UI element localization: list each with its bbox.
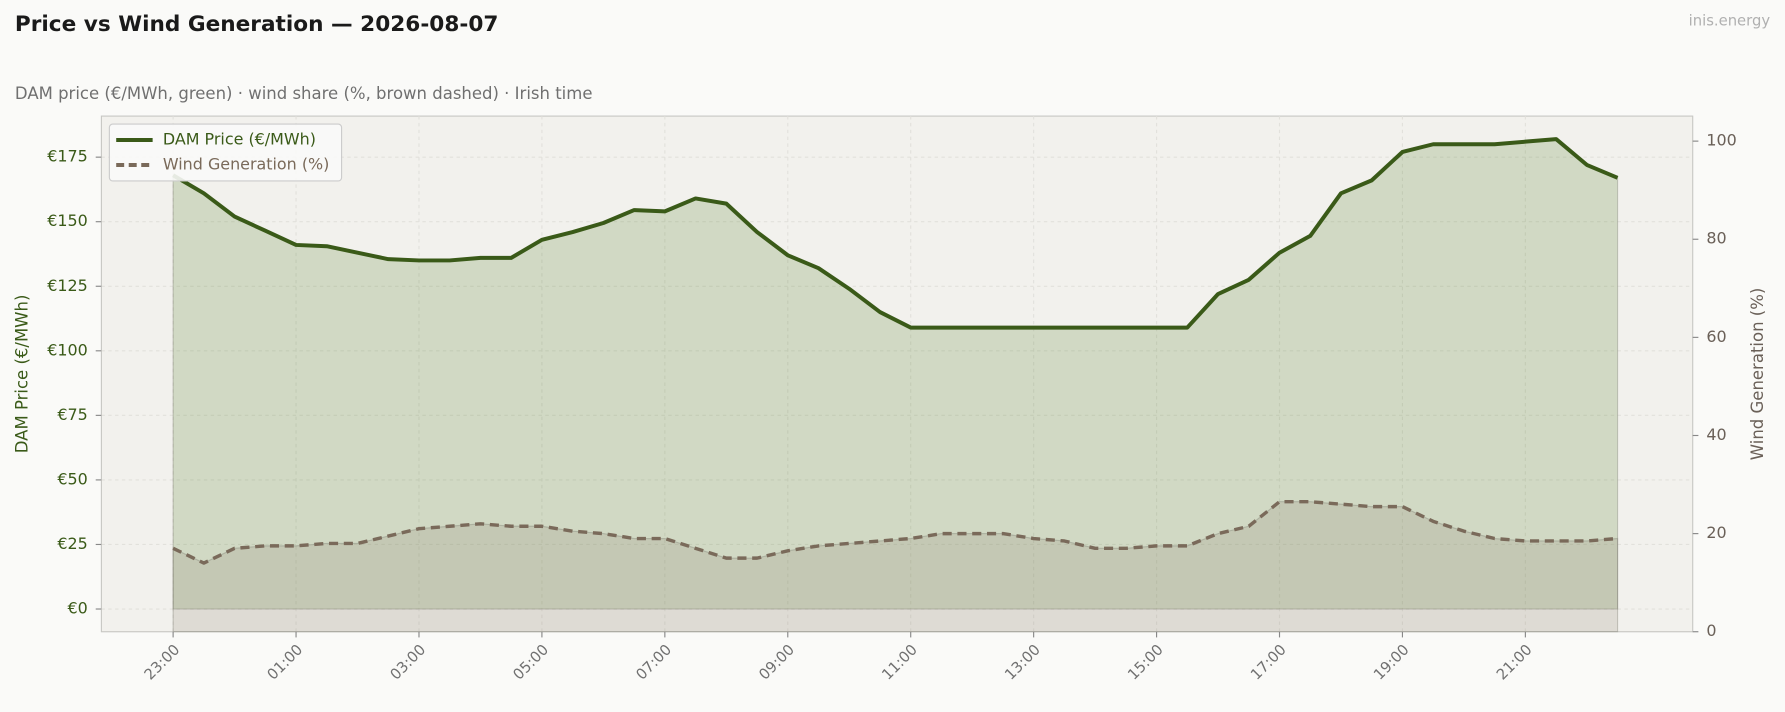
x-tick-label: 05:00	[510, 641, 552, 683]
y-tick-label: €100	[47, 340, 88, 359]
x-tick-label: 13:00	[1002, 641, 1044, 683]
y-tick-label: €50	[57, 469, 87, 488]
y2-axis-label: Wind Generation (%)	[1748, 288, 1767, 461]
y2-tick-label: 100	[1706, 131, 1736, 150]
y2-tick-label: 60	[1706, 327, 1726, 346]
legend: DAM Price (€/MWh) Wind Generation (%)	[108, 123, 343, 182]
y2-tick-label: 20	[1706, 523, 1726, 542]
y2-tick-label: 0	[1706, 621, 1716, 640]
x-tick-label: 07:00	[633, 641, 675, 683]
series-line	[172, 500, 1618, 565]
x-tick-label: 15:00	[1125, 641, 1167, 683]
y-tick-label: €75	[57, 405, 87, 424]
legend-box	[108, 123, 343, 182]
plot-area	[100, 115, 1694, 633]
series-line	[172, 137, 1619, 330]
y-tick-label: €150	[47, 211, 88, 230]
x-tick-label: 21:00	[1493, 641, 1535, 683]
watermark: inis.energy	[1689, 13, 1771, 30]
chart-subtitle: DAM price (€/MWh, green) · wind share (%…	[15, 84, 593, 103]
x-tick-label: 19:00	[1371, 641, 1413, 683]
y-tick-label: €125	[47, 276, 88, 295]
series-area	[172, 501, 1619, 633]
x-tick-label: 17:00	[1248, 641, 1290, 683]
y-tick-label: €25	[57, 534, 87, 553]
chart-title: Price vs Wind Generation — 2026-08-07	[15, 12, 498, 37]
x-tick-label: 09:00	[756, 641, 798, 683]
y-tick-label: €0	[67, 599, 87, 618]
x-tick-label: 23:00	[141, 641, 183, 683]
x-tick-label: 11:00	[879, 641, 921, 683]
x-tick-label: 03:00	[387, 641, 429, 683]
y-axis-label: DAM Price (€/MWh)	[12, 295, 31, 454]
legend-label: DAM Price (€/MWh)	[163, 130, 316, 149]
y2-tick-label: 40	[1706, 425, 1726, 444]
legend-label: Wind Generation (%)	[163, 155, 330, 174]
x-tick-label: 01:00	[264, 641, 306, 683]
y-tick-label: €175	[47, 147, 88, 166]
y2-tick-label: 80	[1706, 229, 1726, 248]
